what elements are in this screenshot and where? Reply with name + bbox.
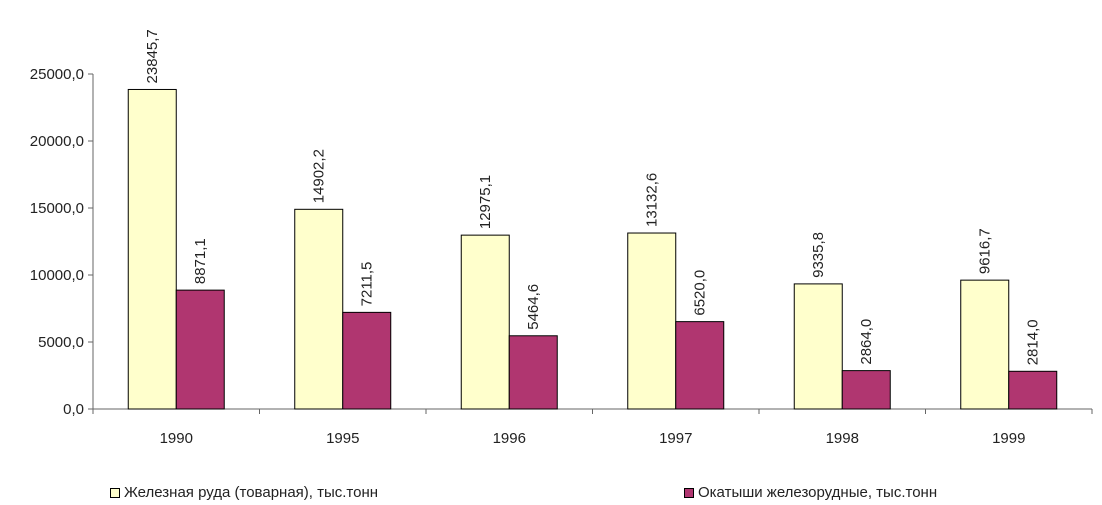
bar-series-1 xyxy=(127,88,177,410)
bar-series-1 xyxy=(294,208,344,410)
bar-series-2 xyxy=(675,321,725,410)
data-label-series-2: 7211,5 xyxy=(359,262,376,307)
y-axis: 0,0 5000,0 10000,0 15000,0 20000,0 25000,0 xyxy=(30,66,94,418)
x-tick-label: 1997 xyxy=(659,430,692,447)
data-label-series-2: 8871,1 xyxy=(192,238,209,284)
data-label-series-2: 5464,6 xyxy=(525,284,542,330)
x-tick-label: 1990 xyxy=(160,430,193,447)
bar-series-1 xyxy=(960,279,1010,410)
legend-swatch-series-1 xyxy=(110,487,120,498)
data-label-series-1: 9335,8 xyxy=(810,232,827,278)
x-tick-label: 1998 xyxy=(826,430,859,447)
bar-series-2 xyxy=(175,289,225,410)
y-tick-label: 15000,0 xyxy=(30,200,84,217)
bar-series-1 xyxy=(460,234,510,410)
legend-item-series-2: Окатыши железорудные, тыс.тонн xyxy=(684,484,937,501)
y-tick-label: 20000,0 xyxy=(30,133,84,150)
data-label-series-2: 2864,0 xyxy=(858,319,875,365)
y-tick-label: 25000,0 xyxy=(30,66,84,83)
data-label-series-1: 12975,1 xyxy=(477,175,494,229)
data-label-series-1: 9616,7 xyxy=(977,228,994,274)
x-tick-label: 1999 xyxy=(992,430,1025,447)
data-label-series-1: 23845,7 xyxy=(144,29,161,83)
data-labels: 23845,7 14902,2 12975,1 13132,6 9335,8 9616,7… xyxy=(144,29,1042,365)
legend-label-series-2: Окатыши железорудные, тыс.тонн xyxy=(698,484,938,501)
bar-series-1 xyxy=(793,283,843,410)
data-label-series-2: 2814,0 xyxy=(1025,319,1042,365)
legend-swatch-series-2 xyxy=(684,487,694,498)
bar-series-2 xyxy=(1008,370,1058,410)
y-tick-label: 0,0 xyxy=(63,401,84,418)
x-tick-label: 1995 xyxy=(326,430,359,447)
bars xyxy=(127,88,1058,410)
legend-item-series-1: Железная руда (товарная), тыс.тонн xyxy=(110,484,378,501)
y-tick-label: 5000,0 xyxy=(38,334,84,351)
bar-series-1 xyxy=(627,232,677,410)
data-label-series-1: 14902,2 xyxy=(311,149,328,203)
y-tick-label: 10000,0 xyxy=(30,267,84,284)
legend-label-series-1: Железная руда (товарная), тыс.тонн xyxy=(124,484,379,501)
x-axis: 1990 1995 1996 1997 1998 1999 xyxy=(92,408,1093,447)
data-label-series-2: 6520,0 xyxy=(692,270,709,316)
bar-series-2 xyxy=(342,311,392,410)
bar-series-2 xyxy=(508,335,558,410)
data-label-series-1: 13132,6 xyxy=(644,173,661,227)
x-tick-label: 1996 xyxy=(493,430,526,447)
bar-series-2 xyxy=(841,370,891,410)
